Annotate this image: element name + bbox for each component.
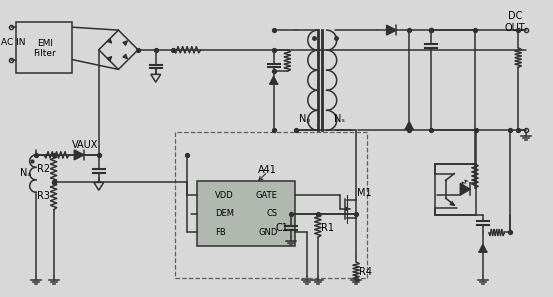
- Text: Nₚ: Nₚ: [299, 113, 311, 124]
- Polygon shape: [270, 76, 278, 84]
- Text: CS: CS: [267, 209, 278, 218]
- Text: R3: R3: [37, 191, 50, 201]
- Text: GATE: GATE: [255, 191, 278, 200]
- Text: R1: R1: [321, 222, 334, 233]
- FancyBboxPatch shape: [197, 181, 295, 246]
- Text: DEM: DEM: [215, 209, 234, 218]
- Text: DC
OUT: DC OUT: [505, 12, 525, 33]
- Text: A41: A41: [258, 165, 277, 175]
- Polygon shape: [405, 121, 413, 129]
- Text: FB: FB: [215, 228, 226, 237]
- Text: R2: R2: [37, 164, 50, 174]
- Text: EMI
Filter: EMI Filter: [33, 39, 56, 59]
- Text: GND: GND: [258, 228, 278, 237]
- Text: VAUX: VAUX: [72, 140, 98, 150]
- Text: VDD: VDD: [215, 191, 233, 200]
- Text: M1: M1: [357, 188, 371, 198]
- Text: Nₛ: Nₛ: [334, 113, 345, 124]
- Polygon shape: [387, 25, 397, 35]
- Polygon shape: [479, 244, 487, 252]
- Text: AC IN: AC IN: [1, 38, 25, 48]
- Polygon shape: [74, 150, 84, 160]
- Text: R4: R4: [359, 267, 373, 277]
- Text: Nₐ: Nₐ: [19, 168, 30, 178]
- Text: C1: C1: [275, 222, 288, 233]
- Polygon shape: [460, 183, 470, 195]
